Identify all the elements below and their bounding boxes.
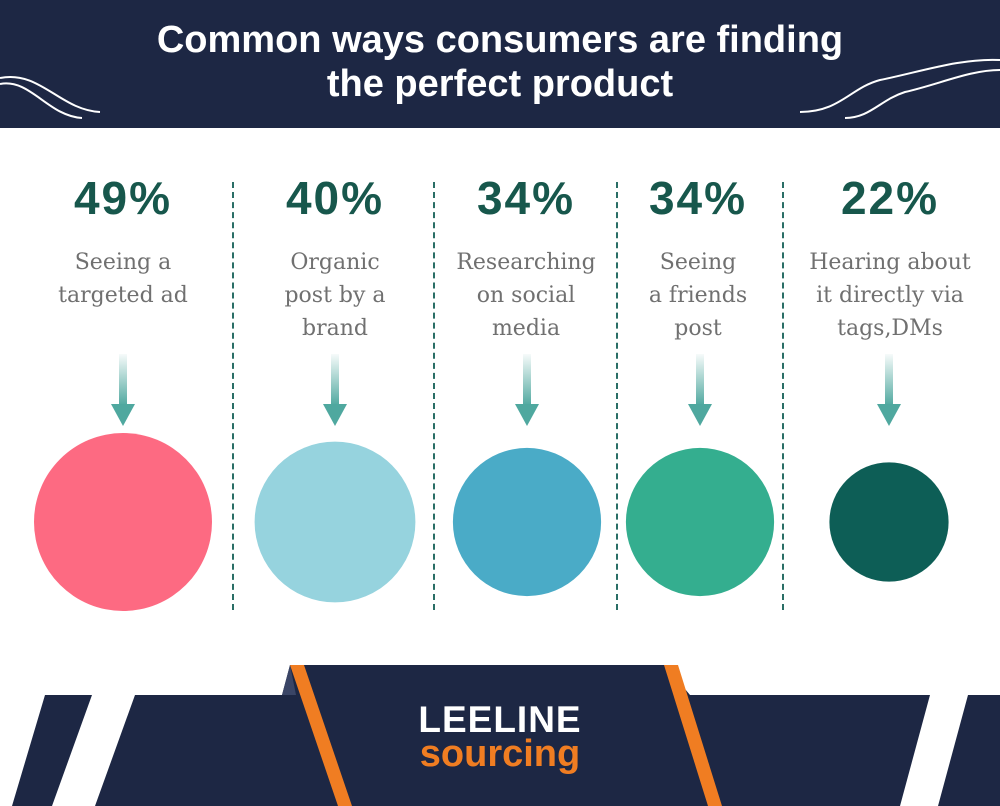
stat-column-5: 22% Hearing about it directly via tags,D… xyxy=(792,170,988,345)
bubble-2 xyxy=(254,441,416,603)
stat-percent: 34% xyxy=(648,172,748,224)
stat-description: Seeing a friends post xyxy=(648,250,748,341)
down-arrow-icon xyxy=(877,404,901,426)
chart-title: Common ways consumers are finding the pe… xyxy=(0,18,1000,106)
stat-description: Organic post by a brand xyxy=(284,250,386,341)
brand-logo: LEELINE sourcing xyxy=(0,699,1000,775)
stat-percent: 34% xyxy=(476,172,576,224)
stat-column-1: 49% Seeing a targeted ad xyxy=(33,170,213,312)
down-arrow-icon xyxy=(111,404,135,426)
down-arrow-icon xyxy=(323,404,347,426)
stat-column-3: 34% Researching on social media xyxy=(436,170,616,345)
footer-banner xyxy=(0,660,1000,806)
down-arrow-shaft xyxy=(331,354,339,406)
down-arrow-icon xyxy=(688,404,712,426)
column-divider xyxy=(433,182,435,610)
down-arrow-icon xyxy=(515,404,539,426)
down-arrow-shaft xyxy=(696,354,704,406)
header-banner: Common ways consumers are finding the pe… xyxy=(0,0,1000,128)
bubble-4 xyxy=(625,447,775,597)
stat-column-2: 40% Organic post by a brand xyxy=(245,170,425,345)
stat-description: Researching on social media xyxy=(456,250,596,341)
header-background xyxy=(0,0,1000,128)
bubble-3 xyxy=(452,447,602,597)
stat-percent: 22% xyxy=(840,172,940,224)
down-arrow-shaft xyxy=(523,354,531,406)
column-divider xyxy=(616,182,618,610)
stat-description: Seeing a targeted ad xyxy=(58,250,188,308)
column-divider xyxy=(232,182,234,610)
stat-percent: 49% xyxy=(73,172,173,224)
column-divider xyxy=(782,182,784,610)
bubble-1 xyxy=(34,433,212,611)
stat-column-4: 34% Seeing a friends post xyxy=(608,170,788,345)
bubble-5 xyxy=(829,462,949,582)
logo-wordmark-bottom: sourcing xyxy=(419,733,581,775)
stat-description: Hearing about it directly via tags,DMs xyxy=(809,250,971,341)
down-arrow-shaft xyxy=(119,354,127,406)
stat-percent: 40% xyxy=(285,172,385,224)
title-line-1: Common ways consumers are finding xyxy=(156,19,844,61)
footer-background xyxy=(0,665,1000,806)
down-arrow-shaft xyxy=(885,354,893,406)
logo-wordmark-top: LEELINE xyxy=(418,699,582,740)
title-line-2: the perfect product xyxy=(326,63,674,105)
